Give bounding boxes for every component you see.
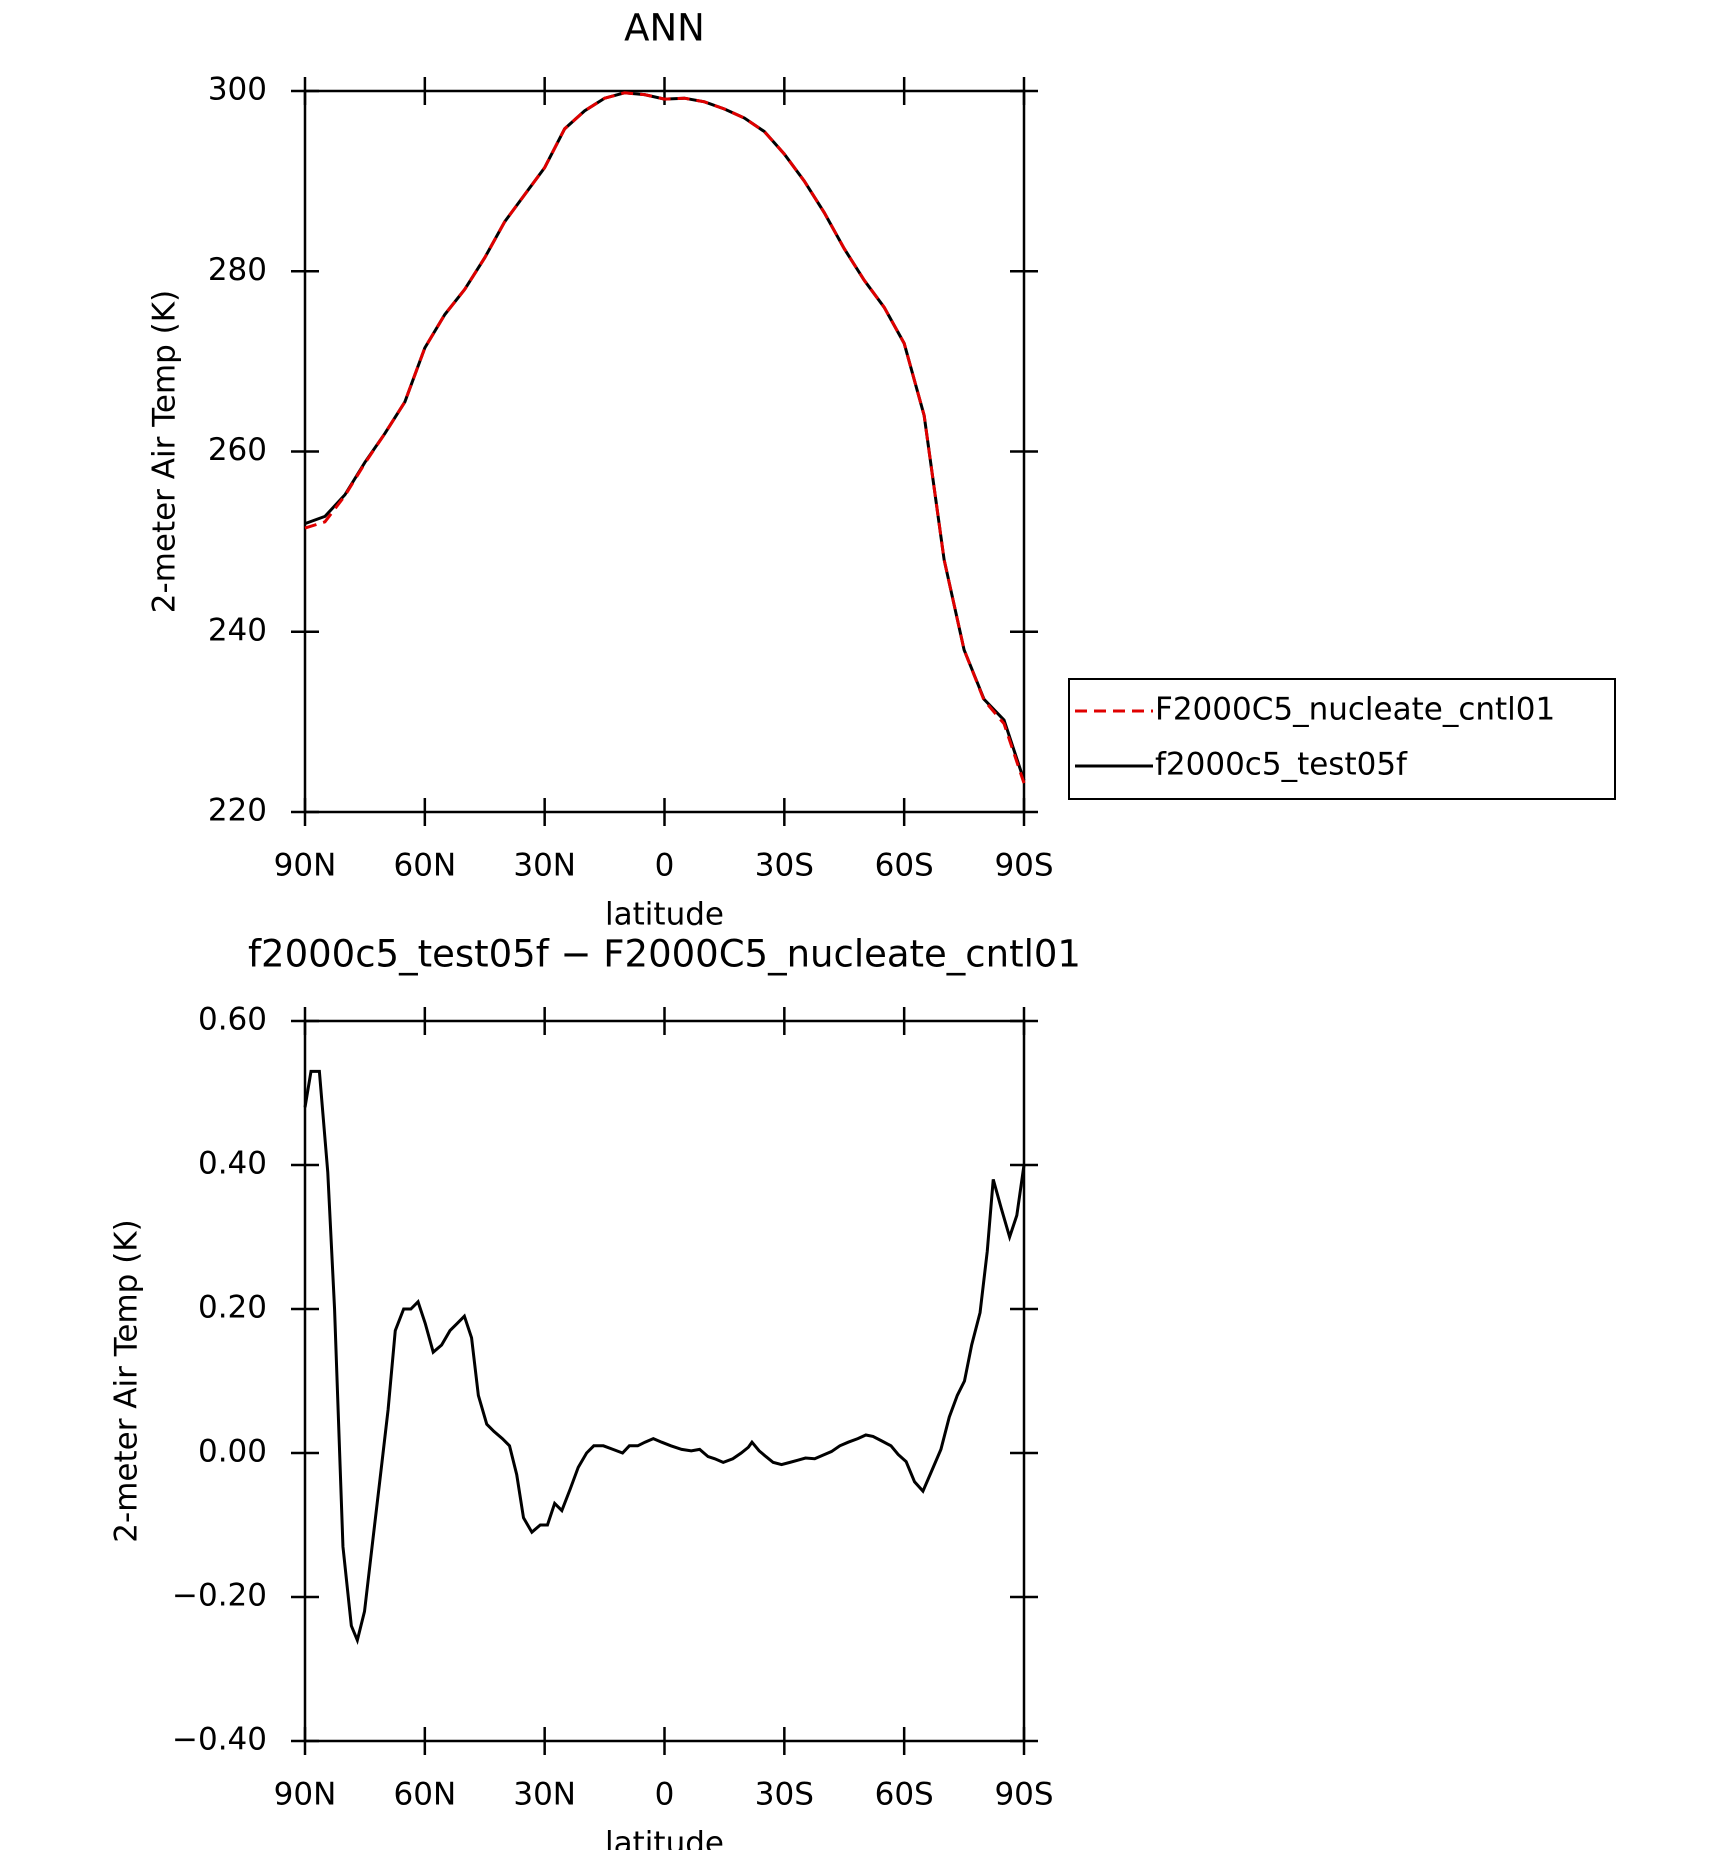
plot-frame [303, 1019, 1026, 1743]
chart-title: ANN [624, 7, 705, 50]
y-tick-label: 220 [208, 793, 267, 829]
x-tick-label: 30S [755, 1777, 814, 1813]
plot-frame [303, 89, 1026, 814]
y-tick-label: 0.00 [198, 1434, 267, 1470]
y-tick-label: 0.60 [198, 1002, 267, 1038]
x-axis-label: latitude [605, 1826, 724, 1850]
x-tick-label: 90N [274, 1777, 337, 1813]
x-tick-label: 30N [513, 848, 576, 884]
data-line [303, 1069, 1026, 1645]
legend-label: F2000C5_nucleate_cntl01 [1155, 692, 1555, 728]
data-line [304, 91, 1026, 781]
x-axis-label: latitude [605, 897, 724, 933]
legend-box [1068, 678, 1616, 800]
x-tick-label: 30S [755, 848, 814, 884]
y-axis-label: 2-meter Air Temp (K) [147, 290, 183, 613]
legend-label: f2000c5_test05f [1155, 747, 1408, 783]
x-tick-label: 60N [394, 848, 457, 884]
x-tick-label: 60S [875, 848, 934, 884]
chart-title: f2000c5_test05f − F2000C5_nucleate_cntl0… [248, 933, 1081, 976]
x-tick-label: 90N [274, 848, 337, 884]
y-tick-label: 0.20 [198, 1290, 267, 1326]
y-tick-label: −0.40 [172, 1722, 267, 1758]
x-tick-label: 30N [513, 1777, 576, 1813]
y-tick-label: −0.20 [172, 1578, 267, 1614]
data-line [304, 91, 1026, 784]
x-tick-label: 60S [875, 1777, 934, 1813]
x-tick-label: 0 [655, 1777, 675, 1813]
x-tick-label: 90S [994, 1777, 1053, 1813]
x-tick-label: 0 [655, 848, 675, 884]
y-axis-label: 2-meter Air Temp (K) [109, 1219, 145, 1542]
x-tick-label: 60N [394, 1777, 457, 1813]
x-tick-label: 90S [994, 848, 1053, 884]
y-tick-label: 280 [208, 252, 267, 288]
y-tick-label: 260 [208, 432, 267, 468]
y-tick-label: 300 [208, 72, 267, 108]
y-tick-label: 240 [208, 612, 267, 648]
y-tick-label: 0.40 [198, 1146, 267, 1182]
